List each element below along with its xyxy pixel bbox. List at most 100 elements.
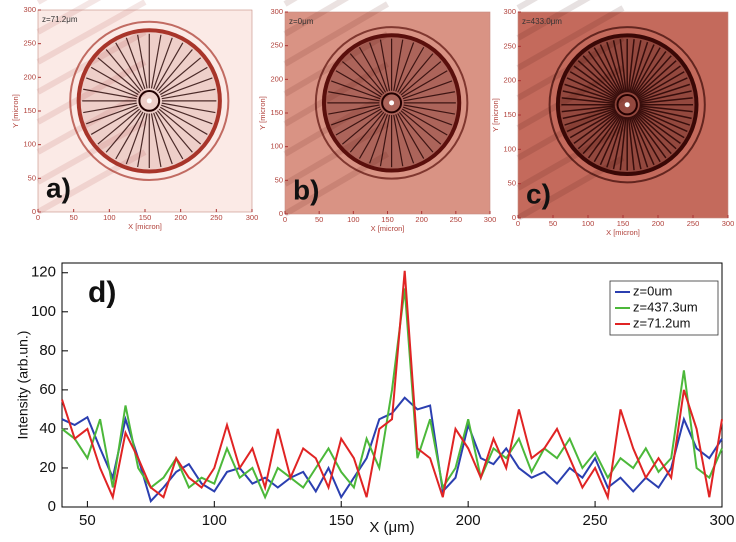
x-tick-label: 300: [709, 512, 734, 529]
y-tick-label: 20: [39, 459, 56, 476]
spoke: [331, 106, 381, 126]
x-axis-label: X [micron]: [128, 222, 162, 231]
spoke: [637, 71, 685, 100]
spoke: [636, 65, 681, 98]
micrograph: [36, 0, 252, 215]
x-tick-label: 100: [103, 213, 116, 222]
spoke: [582, 55, 620, 96]
spoke: [561, 97, 615, 105]
y-tick-label: 200: [270, 74, 283, 83]
y-tick-label: 0: [48, 498, 56, 515]
spoke: [397, 46, 425, 93]
x-tick-label: 300: [722, 219, 735, 228]
x-tick-label: 100: [582, 219, 595, 228]
x-tick-label: 0: [36, 213, 40, 222]
y-tick-label: 250: [270, 41, 283, 50]
x-tick-label: 200: [174, 213, 187, 222]
spoke: [105, 110, 142, 153]
spoke: [606, 41, 625, 94]
fringe: [516, 155, 625, 221]
spoke: [395, 42, 415, 92]
panel-annotation: z=71.2μm: [42, 15, 78, 24]
spoke: [349, 111, 385, 153]
spoke: [156, 49, 193, 92]
spoke: [401, 70, 448, 98]
x-tick-label: 150: [381, 215, 394, 224]
center-spot: [389, 100, 395, 106]
y-tick-label: 0: [512, 213, 516, 222]
spoke: [395, 114, 415, 164]
spoke: [630, 41, 649, 94]
spoke: [632, 47, 661, 95]
spoke: [156, 110, 193, 153]
spoke: [398, 111, 434, 153]
spoke: [638, 77, 688, 101]
spoke: [86, 77, 138, 98]
spoke: [587, 114, 621, 159]
spoke: [638, 107, 691, 126]
legend-label: z=71.2um: [633, 315, 690, 330]
spoke: [328, 104, 380, 115]
spoke: [631, 115, 655, 166]
x-tick-label: 200: [415, 215, 428, 224]
spoke: [125, 112, 146, 165]
spoke: [619, 39, 627, 93]
legend-label: z=437.3um: [633, 299, 698, 314]
spoke: [587, 50, 621, 96]
x-tick-label: 200: [456, 512, 481, 529]
spoke: [400, 110, 442, 145]
fringe: [283, 151, 390, 217]
spoke: [635, 112, 677, 150]
spoke: [629, 40, 642, 93]
y-tick-label: 50: [28, 173, 36, 182]
spoke: [341, 110, 383, 145]
panel-label: d): [88, 276, 116, 309]
spoke: [638, 83, 691, 102]
spoke: [636, 111, 681, 145]
outer-ring: [548, 26, 706, 184]
x-tick-label: 0: [516, 219, 520, 228]
spoke: [90, 66, 139, 96]
x-axis-label: X [micron]: [371, 224, 405, 233]
spoke: [401, 108, 448, 136]
spoke: [137, 34, 148, 89]
panel-label: c): [526, 178, 551, 209]
x-axis-label: X (μm): [369, 519, 414, 536]
y-tick-label: 100: [503, 144, 516, 153]
image-background: [285, 12, 490, 214]
spoke: [582, 113, 620, 155]
x-tick-label: 250: [450, 215, 463, 224]
micrograph: [283, 0, 490, 217]
spoke: [606, 116, 625, 168]
spoke: [161, 102, 216, 114]
spoke: [577, 112, 619, 150]
spoke: [630, 116, 649, 168]
spoke: [569, 71, 617, 100]
spoke: [105, 49, 142, 92]
y-tick-label: 200: [23, 72, 36, 81]
spoke: [155, 111, 184, 160]
y-tick-label: 120: [31, 264, 56, 281]
spoke: [393, 39, 404, 92]
central-ring: [138, 90, 161, 112]
spoke: [562, 106, 616, 120]
outer-ring: [69, 20, 230, 181]
spoke: [90, 106, 139, 135]
x-tick-label: 50: [549, 219, 557, 228]
fringe: [516, 5, 625, 71]
x-tick-label: 50: [69, 213, 77, 222]
spoke: [150, 113, 162, 168]
fringe: [283, 1, 390, 67]
spoke: [393, 114, 404, 167]
y-tick-label: 300: [270, 7, 283, 16]
spoke: [97, 108, 140, 145]
spoke: [577, 60, 619, 97]
y-tick-label: 0: [279, 209, 283, 218]
spoke: [86, 104, 138, 125]
spoke: [573, 111, 618, 145]
spoke: [331, 80, 381, 100]
spoke: [633, 50, 667, 96]
spoke: [402, 80, 453, 100]
y-tick-label: 0: [32, 207, 36, 216]
spoke: [161, 88, 216, 100]
